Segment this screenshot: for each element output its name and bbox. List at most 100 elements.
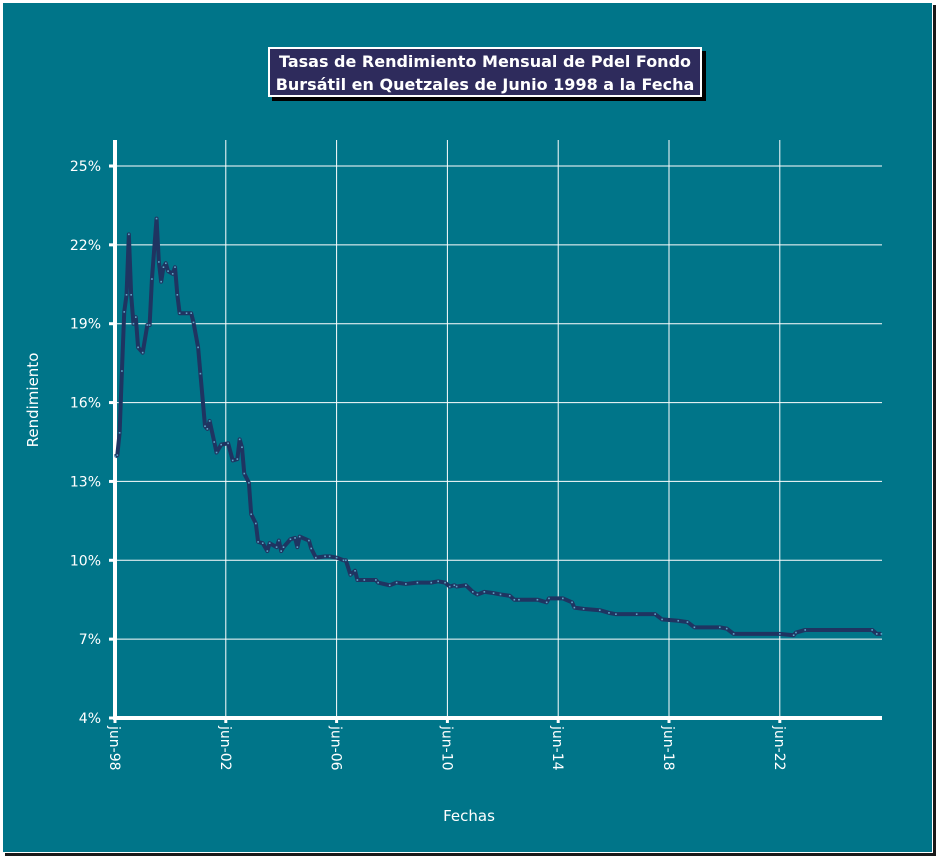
- data-point: [395, 581, 398, 584]
- data-point: [718, 626, 721, 629]
- data-point: [875, 633, 878, 635]
- data-point: [199, 372, 202, 375]
- data-point: [732, 633, 735, 635]
- data-point: [164, 262, 167, 265]
- data-point: [134, 316, 137, 318]
- data-point: [231, 459, 234, 462]
- x-tick-labels: jun-98 jun-02 jun-06 jun-10 jun-14 jun-18 jun-…: [106, 725, 787, 771]
- data-point: [342, 559, 345, 562]
- data-point: [227, 442, 229, 445]
- data-point: [174, 266, 176, 268]
- data-point: [192, 321, 195, 324]
- data-point: [146, 324, 149, 326]
- y-tick-label: 13%: [70, 474, 101, 490]
- data-point: [615, 613, 617, 615]
- data-point: [573, 606, 576, 609]
- data-point: [375, 579, 377, 581]
- x-axis-title: Fechas: [443, 807, 495, 825]
- data-point: [513, 598, 516, 601]
- data-point: [483, 591, 486, 593]
- data-point: [686, 621, 689, 623]
- data-point: [416, 581, 419, 584]
- data-point: [178, 312, 181, 314]
- data-point: [582, 608, 585, 610]
- series-path: [114, 216, 882, 638]
- y-tick-label: 10%: [70, 553, 101, 569]
- data-point: [792, 634, 795, 636]
- data-point: [548, 597, 550, 600]
- data-point: [268, 542, 271, 544]
- data-point: [405, 583, 407, 585]
- y-tick-labels: 4% 7% 10% 13% 16% 19% 22% 25%: [70, 159, 101, 727]
- data-point: [208, 420, 211, 422]
- data-point: [241, 446, 243, 449]
- data-point: [278, 539, 280, 542]
- data-point: [571, 601, 573, 604]
- data-point: [296, 546, 299, 548]
- data-point: [213, 441, 216, 443]
- data-point: [444, 581, 446, 584]
- data-point: [363, 579, 366, 581]
- data-point: [206, 428, 209, 430]
- x-tick-label: jun-02: [217, 725, 233, 771]
- data-point: [388, 584, 391, 587]
- data-point: [220, 443, 222, 446]
- data-point: [250, 513, 252, 516]
- data-point: [257, 541, 259, 543]
- data-point: [677, 619, 680, 622]
- y-tick-label: 7%: [79, 632, 101, 648]
- x-tick-label: jun-10: [438, 725, 454, 771]
- data-point: [132, 322, 135, 325]
- data-point: [453, 584, 456, 587]
- data-point: [804, 629, 806, 631]
- data-point: [125, 294, 128, 296]
- data-point: [455, 585, 458, 588]
- data-point: [508, 594, 511, 597]
- data-point: [190, 312, 192, 314]
- data-point: [255, 522, 257, 525]
- data-point: [725, 627, 728, 630]
- data-point: [377, 581, 379, 584]
- data-point: [354, 570, 356, 572]
- data-point: [871, 629, 873, 631]
- data-point: [128, 233, 130, 236]
- x-tick-label: jun-22: [771, 725, 787, 771]
- data-point: [499, 593, 502, 596]
- data-point: [693, 626, 696, 629]
- data-point: [335, 556, 338, 559]
- data-point: [114, 455, 116, 458]
- gridlines: [115, 140, 882, 718]
- chart-title: Tasas de Rendimiento Mensual de Pdel Fon…: [268, 47, 702, 97]
- data-point: [266, 550, 269, 552]
- data-point: [197, 346, 199, 349]
- data-point: [116, 454, 119, 456]
- data-point: [238, 438, 241, 441]
- data-point: [130, 294, 132, 296]
- y-tick-label: 19%: [70, 317, 101, 333]
- data-point: [176, 294, 179, 296]
- data-point: [328, 555, 331, 558]
- data-point: [289, 538, 292, 541]
- data-point: [118, 432, 121, 434]
- data-point: [248, 481, 250, 484]
- data-point: [215, 451, 218, 454]
- y-tick-label: 16%: [70, 396, 101, 412]
- data-point: [345, 559, 347, 562]
- data-point: [162, 266, 165, 268]
- data-point: [280, 550, 282, 552]
- x-tick-label: jun-06: [328, 725, 344, 771]
- series-line: [114, 216, 883, 638]
- data-point: [294, 537, 296, 539]
- data-point: [121, 370, 123, 372]
- data-point: [315, 556, 317, 559]
- y-tick-label: 22%: [70, 238, 101, 254]
- data-point: [545, 601, 548, 604]
- data-point: [123, 311, 126, 313]
- data-point: [137, 346, 139, 349]
- data-point: [171, 272, 174, 275]
- data-point: [155, 217, 158, 220]
- data-point: [635, 613, 638, 615]
- data-point: [141, 351, 144, 354]
- data-point: [536, 598, 539, 601]
